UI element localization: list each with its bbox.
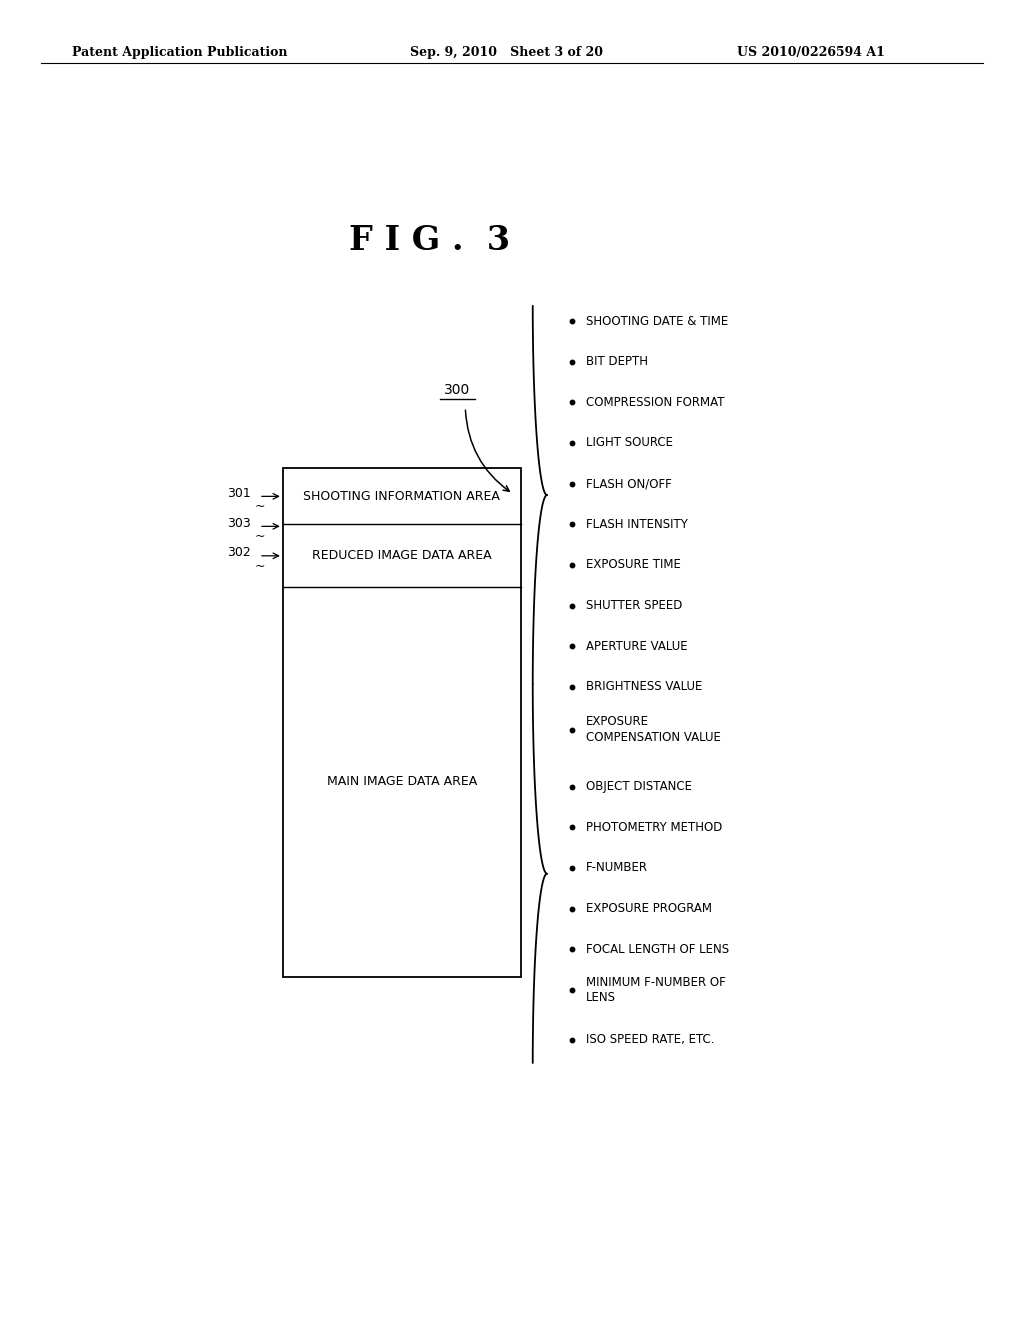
Text: EXPOSURE PROGRAM: EXPOSURE PROGRAM	[586, 902, 712, 915]
Text: 303: 303	[227, 517, 251, 529]
Text: Sep. 9, 2010   Sheet 3 of 20: Sep. 9, 2010 Sheet 3 of 20	[410, 46, 602, 59]
Text: 300: 300	[444, 383, 470, 397]
Text: 301: 301	[227, 487, 251, 500]
Text: ~: ~	[255, 531, 265, 543]
Text: SHOOTING INFORMATION AREA: SHOOTING INFORMATION AREA	[303, 490, 501, 503]
Bar	[283, 469, 521, 977]
Text: SHOOTING DATE & TIME: SHOOTING DATE & TIME	[586, 314, 728, 327]
Text: ~: ~	[255, 500, 265, 513]
Text: 302: 302	[227, 546, 251, 560]
Text: FLASH ON/OFF: FLASH ON/OFF	[586, 477, 672, 490]
Text: MINIMUM F-NUMBER OF
LENS: MINIMUM F-NUMBER OF LENS	[586, 975, 726, 1005]
Text: Patent Application Publication: Patent Application Publication	[72, 46, 287, 59]
Text: APERTURE VALUE: APERTURE VALUE	[586, 640, 687, 653]
Text: PHOTOMETRY METHOD: PHOTOMETRY METHOD	[586, 821, 722, 834]
Text: F-NUMBER: F-NUMBER	[586, 862, 648, 874]
Text: EXPOSURE TIME: EXPOSURE TIME	[586, 558, 681, 572]
Text: LIGHT SOURCE: LIGHT SOURCE	[586, 437, 673, 450]
Text: F I G .  3: F I G . 3	[349, 224, 510, 257]
Text: MAIN IMAGE DATA AREA: MAIN IMAGE DATA AREA	[327, 775, 477, 788]
Text: SHUTTER SPEED: SHUTTER SPEED	[586, 599, 682, 612]
Text: REDUCED IMAGE DATA AREA: REDUCED IMAGE DATA AREA	[312, 549, 492, 562]
Text: FLASH INTENSITY: FLASH INTENSITY	[586, 517, 688, 531]
Text: FOCAL LENGTH OF LENS: FOCAL LENGTH OF LENS	[586, 942, 729, 956]
Text: BIT DEPTH: BIT DEPTH	[586, 355, 648, 368]
Text: ~: ~	[255, 560, 265, 573]
Text: US 2010/0226594 A1: US 2010/0226594 A1	[737, 46, 885, 59]
Text: OBJECT DISTANCE: OBJECT DISTANCE	[586, 780, 692, 793]
Text: BRIGHTNESS VALUE: BRIGHTNESS VALUE	[586, 680, 702, 693]
Text: COMPRESSION FORMAT: COMPRESSION FORMAT	[586, 396, 724, 409]
Text: EXPOSURE
COMPENSATION VALUE: EXPOSURE COMPENSATION VALUE	[586, 715, 721, 744]
Text: ISO SPEED RATE, ETC.: ISO SPEED RATE, ETC.	[586, 1034, 715, 1047]
